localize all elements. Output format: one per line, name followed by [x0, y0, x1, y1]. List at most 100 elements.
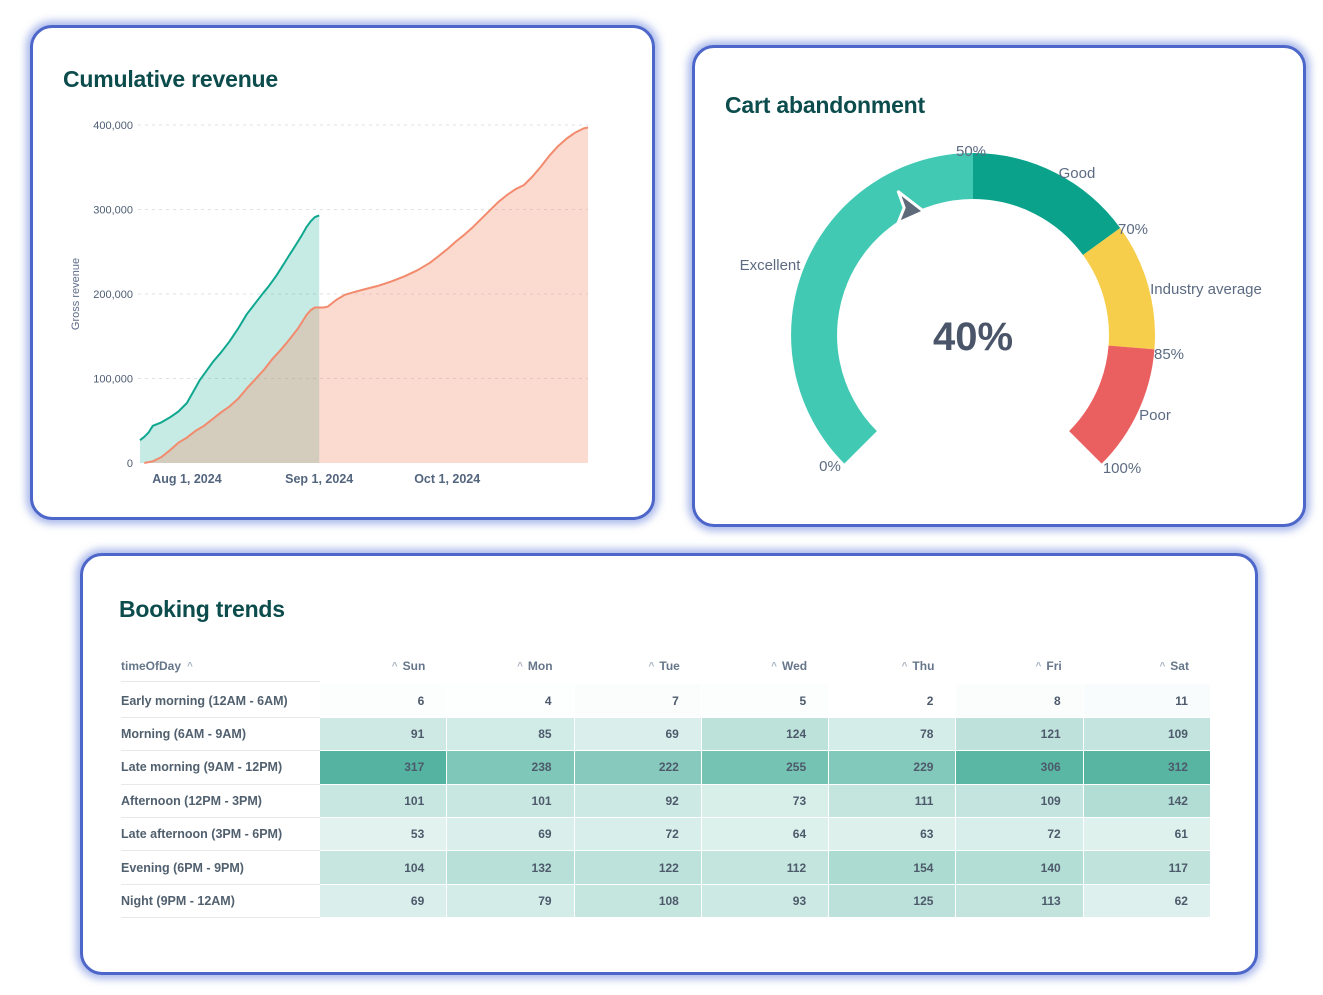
- area-fill-series-1: [140, 215, 320, 463]
- row-label: Afternoon (12PM - 3PM): [121, 785, 320, 818]
- gauge-boundary-label: 0%: [819, 458, 841, 475]
- heatmap-cell[interactable]: 4: [447, 684, 575, 718]
- heatmap-cell[interactable]: 7: [574, 684, 702, 718]
- heatmap-cell[interactable]: 91: [320, 717, 448, 752]
- heatmap-cell[interactable]: 61: [1083, 817, 1211, 852]
- heatmap-cell[interactable]: 238: [447, 751, 575, 785]
- heatmap-cell[interactable]: 122: [574, 851, 702, 885]
- heatmap-cell[interactable]: 63: [829, 817, 957, 852]
- gauge-card-title: Cart abandonment: [725, 92, 925, 118]
- column-header-wed[interactable]: ^ Wed: [702, 651, 829, 681]
- heatmap-cell[interactable]: 222: [574, 751, 702, 785]
- heatmap-cell[interactable]: 108: [574, 884, 702, 919]
- y-axis-title: Gross revenue: [70, 258, 82, 330]
- heatmap-cell[interactable]: 72: [956, 817, 1084, 852]
- cumulative-revenue-chart[interactable]: 0 100,000 200,000 300,000 400,000 Aug 1, 2024…: [33, 28, 658, 523]
- heatmap-cell[interactable]: 5: [701, 684, 830, 718]
- heatmap-cell[interactable]: 117: [1083, 851, 1211, 885]
- sort-icon: ^: [771, 660, 778, 672]
- heatmap-cell[interactable]: 255: [701, 751, 830, 785]
- column-header-thu[interactable]: ^ Thu: [829, 651, 956, 681]
- area-fill-series-2: [144, 127, 589, 463]
- gauge-segment-label: Good: [1059, 165, 1096, 182]
- booking-card-title: Booking trends: [119, 596, 285, 622]
- heatmap-cell[interactable]: 92: [574, 784, 702, 818]
- column-header-label: timeOfDay: [121, 659, 182, 673]
- gauge-segment-label: Excellent: [740, 257, 802, 274]
- row-label: Early morning (12AM - 6AM): [121, 684, 320, 718]
- heatmap-cell[interactable]: 101: [447, 784, 575, 818]
- column-header-mon[interactable]: ^ Mon: [447, 651, 574, 681]
- heatmap-cell[interactable]: 132: [447, 851, 575, 885]
- y-axis-tick: 100,000: [93, 374, 133, 386]
- column-header-label: Tue: [659, 659, 680, 673]
- heatmap-cell[interactable]: 140: [956, 851, 1084, 885]
- sort-icon: ^: [648, 660, 655, 672]
- heatmap-cell[interactable]: 72: [574, 817, 702, 852]
- heatmap-cell[interactable]: 11: [1083, 684, 1211, 718]
- area-line-series-1: [139, 214, 320, 441]
- gauge-boundary-label: 100%: [1103, 460, 1141, 477]
- booking-trends-table: timeOfDay ^ ^ Sun ^ Mon ^ Tue ^ Wed ^ Thu ^ Fri ^ Sat Ea…: [121, 651, 1211, 919]
- heatmap-cell[interactable]: 69: [574, 717, 702, 752]
- heatmap-cell[interactable]: 312: [1083, 751, 1211, 785]
- heatmap-cell[interactable]: 154: [829, 851, 957, 885]
- heatmap-cell[interactable]: 79: [447, 884, 575, 919]
- heatmap-cell[interactable]: 93: [701, 884, 830, 919]
- x-axis-tick: Oct 1, 2024: [414, 472, 480, 486]
- heatmap-cell[interactable]: 111: [829, 784, 957, 818]
- heatmap-cell[interactable]: 78: [829, 717, 957, 752]
- gauge-boundary-label: 85%: [1154, 346, 1184, 363]
- heatmap-cell[interactable]: 62: [1083, 884, 1211, 919]
- heatmap-cell[interactable]: 6: [320, 684, 448, 718]
- heatmap-cell[interactable]: 69: [320, 884, 448, 919]
- heatmap-cell[interactable]: 113: [956, 884, 1084, 919]
- heatmap-cell[interactable]: 317: [320, 751, 448, 785]
- heatmap-cell[interactable]: 73: [701, 784, 830, 818]
- area-line-series-2: [144, 126, 589, 464]
- sort-icon: ^: [391, 660, 398, 672]
- sort-icon: ^: [901, 660, 908, 672]
- sort-icon: ^: [517, 660, 523, 672]
- gauge-segment-label: Industry average: [1150, 281, 1262, 298]
- heatmap-cell[interactable]: 124: [701, 717, 830, 752]
- column-header-tue[interactable]: ^ Tue: [575, 651, 702, 681]
- heatmap-cell[interactable]: 109: [1083, 717, 1211, 752]
- y-axis-tick: 0: [127, 458, 133, 470]
- y-axis-tick: 400,000: [93, 120, 133, 132]
- column-header-sat[interactable]: ^ Sat: [1084, 651, 1211, 681]
- heatmap-cell[interactable]: 125: [829, 884, 957, 919]
- row-label: Morning (6AM - 9AM): [121, 718, 320, 752]
- heatmap-cell[interactable]: 306: [956, 751, 1084, 785]
- heatmap-cell[interactable]: 101: [320, 784, 448, 818]
- heatmap-cell[interactable]: 121: [956, 717, 1084, 752]
- column-header-label: Sun: [402, 659, 426, 673]
- heatmap-cell[interactable]: 53: [320, 817, 448, 852]
- gauge-segment-industry-average: [1082, 227, 1155, 350]
- heatmap-cell[interactable]: 109: [956, 784, 1084, 818]
- heatmap-cell[interactable]: 229: [829, 751, 957, 785]
- heatmap-cell[interactable]: 8: [956, 684, 1084, 718]
- heatmap-cell[interactable]: 2: [829, 684, 957, 718]
- gauge-boundary-label: 70%: [1118, 221, 1148, 238]
- sort-icon: ^: [1159, 660, 1166, 672]
- y-gridlines: [138, 124, 588, 379]
- row-label: Evening (6PM - 9PM): [121, 851, 320, 885]
- gauge-boundary-label: 50%: [956, 143, 986, 160]
- heatmap-cell[interactable]: 112: [701, 851, 830, 885]
- row-label: Night (9PM - 12AM): [121, 885, 320, 919]
- cart-abandonment-card: Cart abandonment 0% 50% 70% 85% 100% Excellen…: [692, 45, 1306, 527]
- cart-abandonment-gauge[interactable]: 0% 50% 70% 85% 100% Excellent Good Industry ave…: [695, 48, 1309, 530]
- heatmap-cell[interactable]: 104: [320, 851, 448, 885]
- column-header-timeofday[interactable]: timeOfDay ^: [121, 651, 320, 682]
- column-header-sun[interactable]: ^ Sun: [320, 651, 447, 681]
- y-axis-tick: 200,000: [93, 289, 133, 301]
- column-header-label: Thu: [912, 659, 935, 673]
- heatmap-cell[interactable]: 85: [447, 717, 575, 752]
- gauge-value: 40%: [933, 315, 1013, 359]
- column-header-fri[interactable]: ^ Fri: [956, 651, 1083, 681]
- heatmap-cell[interactable]: 69: [447, 817, 575, 852]
- heatmap-cell[interactable]: 142: [1083, 784, 1211, 818]
- heatmap-cell[interactable]: 64: [701, 817, 830, 852]
- booking-trends-card: Booking trends timeOfDay ^ ^ Sun ^ Mon ^ Tue ^ We…: [80, 553, 1258, 975]
